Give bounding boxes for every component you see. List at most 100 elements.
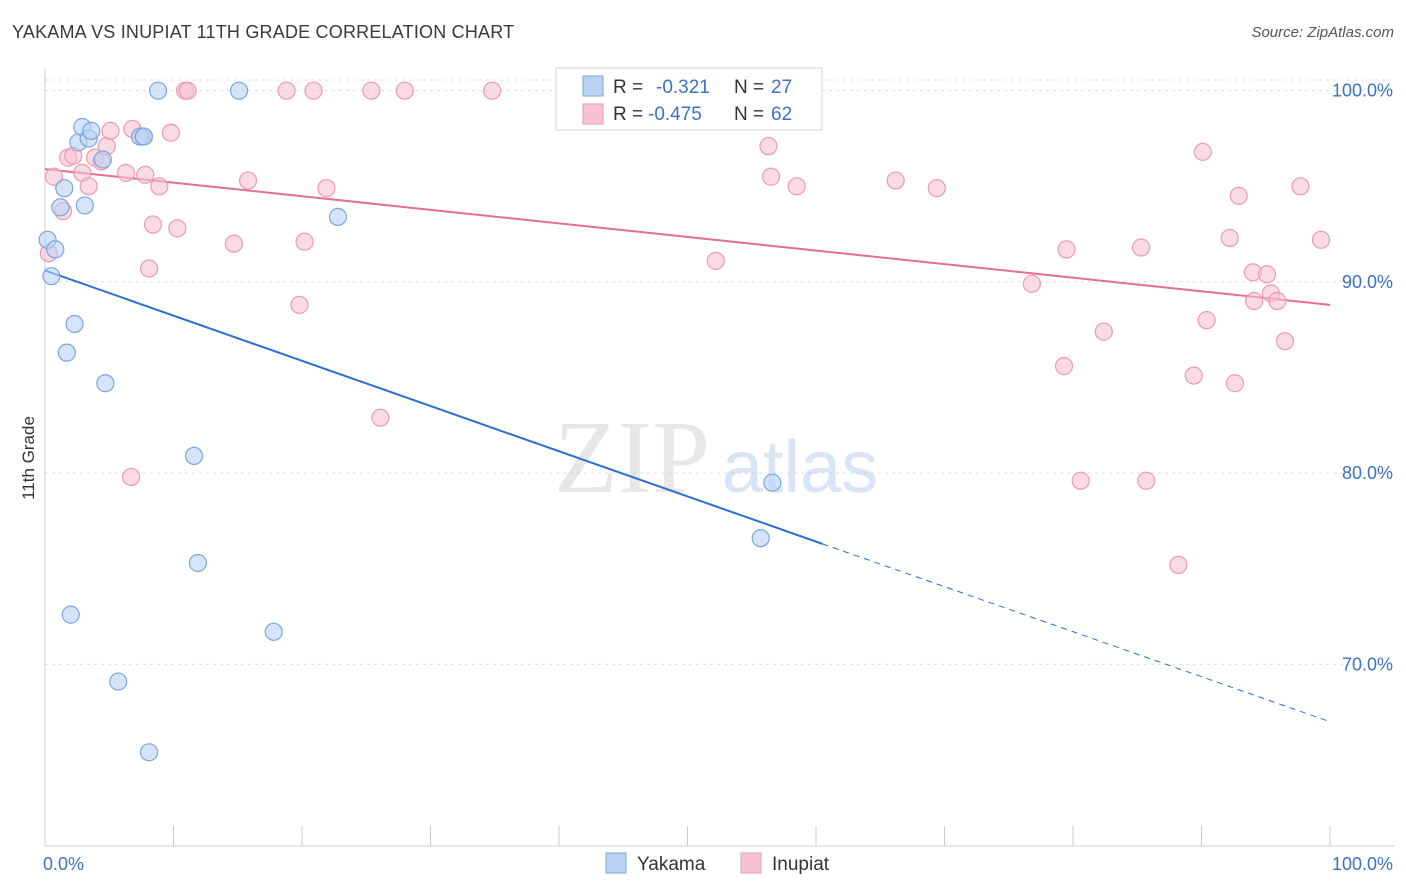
trend-lines	[44, 168, 1331, 723]
point-inupiat	[277, 81, 296, 100]
point-inupiat	[395, 81, 414, 100]
y-tick-labels: 70.0% 80.0% 90.0% 100.0%	[1332, 81, 1393, 675]
point-inupiat	[927, 179, 946, 198]
point-inupiat	[761, 167, 781, 186]
point-inupiat	[238, 171, 258, 190]
legend-series: Yakama Inupiat	[605, 852, 830, 875]
point-yakama	[46, 240, 65, 259]
point-yakama	[55, 179, 74, 198]
legend-r-label-yakama: R =	[613, 77, 643, 98]
legend-r-value-inupiat: -0.475	[648, 104, 702, 125]
y-tick-label: 100.0%	[1332, 81, 1393, 101]
point-inupiat	[178, 81, 197, 100]
point-yakama	[148, 81, 168, 100]
point-yakama	[134, 127, 154, 146]
point-inupiat	[759, 137, 778, 156]
bottom-legend-label-inupiat: Inupiat	[772, 854, 830, 875]
point-inupiat	[886, 171, 905, 190]
point-inupiat	[317, 179, 336, 198]
point-inupiat	[1137, 471, 1156, 490]
point-inupiat	[121, 467, 141, 487]
watermark: ZIP atlas	[554, 400, 878, 515]
x-tick-label-max: 100.0%	[1332, 854, 1393, 874]
legend-r-value-yakama: -0.321	[656, 77, 710, 98]
point-inupiat	[161, 123, 181, 142]
legend-n-label-inupiat: N =	[734, 104, 764, 125]
trend-line-yakama	[44, 269, 823, 545]
point-inupiat	[1225, 374, 1245, 393]
point-yakama	[51, 198, 70, 217]
point-yakama	[229, 81, 249, 100]
point-inupiat	[143, 215, 163, 234]
point-inupiat	[139, 259, 159, 278]
point-inupiat	[1275, 332, 1295, 351]
chart-source: Source: ZipAtlas.com	[1251, 24, 1394, 41]
point-inupiat	[1291, 177, 1310, 196]
point-inupiat	[150, 177, 169, 196]
point-inupiat	[1311, 230, 1331, 249]
legend-n-value-inupiat: 62	[771, 104, 792, 125]
point-yakama	[763, 473, 782, 492]
point-yakama	[264, 622, 283, 641]
point-inupiat	[1184, 366, 1203, 385]
point-inupiat	[1257, 265, 1277, 284]
point-inupiat	[1057, 240, 1076, 259]
x-tick-labels: 0.0% 100.0%	[43, 854, 1393, 874]
point-yakama	[96, 374, 115, 393]
point-yakama	[42, 267, 61, 286]
legend-n-value-yakama: 27	[771, 77, 792, 98]
point-inupiat	[101, 121, 120, 140]
legend-swatch-yakama	[582, 75, 604, 97]
point-inupiat	[1022, 274, 1041, 293]
point-yakama	[188, 553, 208, 573]
trend-line-inupiat	[44, 168, 1331, 306]
y-tick-label: 70.0%	[1342, 654, 1393, 674]
point-inupiat	[79, 177, 98, 196]
point-inupiat	[1169, 555, 1188, 575]
point-yakama	[328, 207, 348, 226]
point-inupiat	[1197, 311, 1216, 330]
trend-line-yakama-extrapolated	[822, 543, 1331, 723]
legend-swatch-inupiat	[582, 103, 604, 125]
point-inupiat	[371, 408, 390, 427]
point-inupiat	[116, 163, 136, 183]
point-inupiat	[706, 251, 725, 270]
point-inupiat	[1245, 291, 1264, 311]
point-inupiat	[1229, 186, 1248, 205]
point-inupiat	[1193, 142, 1212, 161]
point-inupiat	[362, 81, 381, 100]
point-inupiat	[290, 295, 309, 314]
point-yakama	[75, 196, 94, 215]
point-inupiat	[483, 81, 502, 100]
y-tick-label: 80.0%	[1342, 463, 1393, 483]
point-inupiat	[168, 219, 187, 238]
point-inupiat	[1132, 238, 1151, 257]
bottom-legend-label-yakama: Yakama	[637, 854, 706, 875]
legend-stats: R = -0.321 N = 27 R = -0.475 N = 62	[555, 67, 823, 131]
point-inupiat	[295, 232, 314, 251]
point-yakama	[93, 150, 112, 169]
point-yakama	[184, 446, 204, 466]
x-tick-label-min: 0.0%	[43, 854, 84, 874]
point-yakama	[57, 343, 76, 362]
y-axis-title: 11th Grade	[19, 416, 38, 500]
watermark-atlas: atlas	[722, 425, 878, 508]
axes	[44, 68, 1394, 847]
y-tick-label: 90.0%	[1342, 272, 1393, 292]
point-inupiat	[1071, 471, 1090, 490]
chart-title: YAKAMA VS INUPIAT 11TH GRADE CORRELATION…	[12, 22, 515, 42]
point-inupiat	[224, 234, 243, 253]
point-inupiat	[1094, 322, 1113, 341]
bottom-legend-swatch-yakama	[605, 852, 627, 874]
legend-r-label-inupiat: R =	[613, 104, 643, 125]
point-yakama	[61, 605, 80, 624]
point-yakama	[139, 743, 159, 762]
point-yakama	[109, 672, 128, 691]
point-inupiat	[787, 177, 806, 196]
point-inupiat	[304, 81, 323, 100]
point-inupiat	[1220, 228, 1239, 248]
point-inupiat	[44, 167, 64, 186]
point-inupiat	[136, 165, 155, 184]
legend-n-label-yakama: N =	[734, 77, 764, 98]
